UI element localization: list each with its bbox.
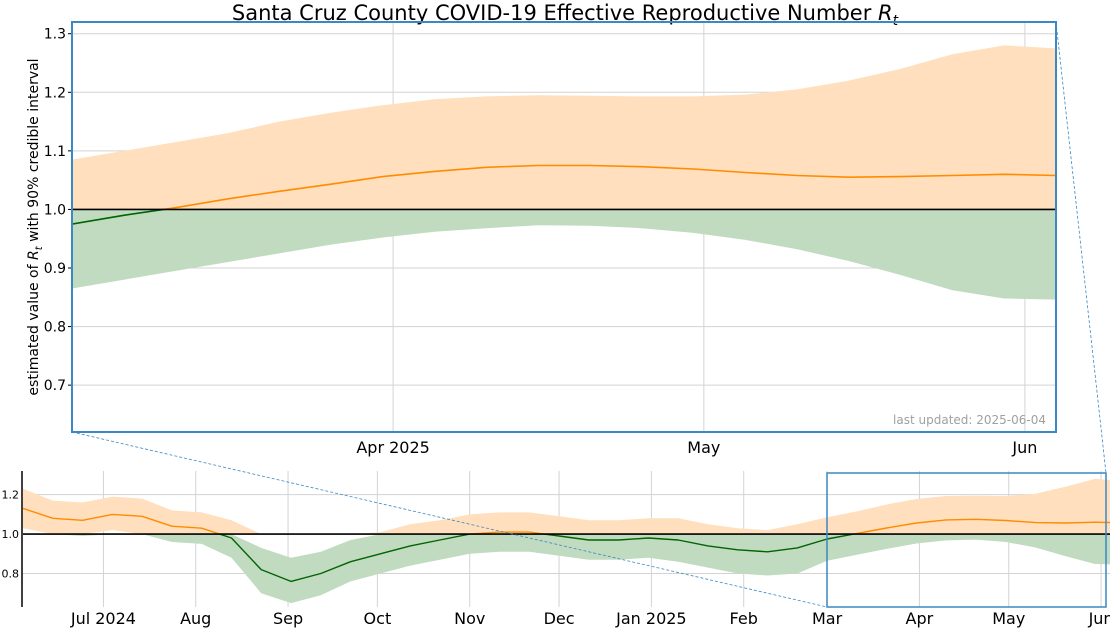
overview-x-tick-label: May [992, 609, 1025, 628]
main-x-tick-label: May [687, 438, 720, 457]
overview-x-tick-label: Jan 2025 [615, 609, 686, 628]
main-estimate-line-above [163, 164, 1056, 211]
main-y-tick-label: 1.3 [44, 27, 66, 43]
main-y-tick-label: 0.8 [44, 320, 66, 336]
overview-x-tick-label: Apr [906, 609, 934, 628]
zoom-connector-right [1055, 21, 1107, 474]
overview-x-tick-label: Mar [812, 609, 843, 628]
overview-estimate-line-below [219, 533, 470, 583]
zoom-connector-left [71, 431, 828, 608]
main-x-tick-label: Apr 2025 [356, 438, 429, 457]
overview-y-tick-label: 0.8 [2, 567, 20, 580]
last-updated-annotation: last updated: 2025-06-04 [893, 413, 1046, 427]
overview-estimate-line-above [23, 507, 220, 535]
overview-x-tick-label: Oct [364, 609, 392, 628]
main-y-tick-label: 1.1 [44, 144, 66, 160]
zoom-window-indicator [71, 21, 1107, 608]
overview-x-tick-label: Feb [730, 609, 758, 628]
main-y-tick-label: 1.0 [44, 202, 66, 218]
overview-x-tick-label: Nov [454, 609, 485, 628]
overview-estimate-line-above [853, 518, 1110, 535]
main-credible-band-above [72, 45, 1056, 210]
overview-credible-band-below [23, 534, 1110, 604]
zoom-window-rect [826, 472, 1107, 608]
main-y-tick-label: 0.7 [44, 378, 66, 394]
overview-x-tick-label: Jul 2024 [70, 609, 136, 628]
main-estimate-line-below [72, 208, 164, 225]
overview-x-tick-label: Dec [544, 609, 575, 628]
overview-axes: 0.8 1.0 1.2 Jul 2024 Aug Sep Oct Nov Dec Jan 2025… [2, 489, 1110, 628]
overview-x-tick-label: Sep [273, 609, 303, 628]
overview-plot-area [23, 478, 1110, 604]
overview-credible-band-above [23, 478, 1110, 535]
main-x-tick-label: Jun [1011, 438, 1037, 457]
main-axes: 0.7 0.8 0.9 1.0 1.1 1.2 1.3 Apr 2025 May Jun [44, 27, 1038, 457]
main-y-tick-label: 1.2 [44, 85, 66, 101]
overview-x-tick-label: Jun [1088, 609, 1110, 628]
overview-estimate-line-above [469, 531, 545, 535]
overview-x-tick-label: Aug [180, 609, 211, 628]
overview-y-tick-label: 1.2 [2, 489, 20, 502]
chart-title: Santa Cruz County COVID-19 Effective Rep… [232, 1, 899, 29]
main-credible-band-below [72, 209, 1056, 300]
main-y-tick-label: 0.9 [44, 261, 66, 277]
overview-estimate-line-below [544, 533, 854, 553]
y-axis-label: estimated value of Rt with 90% credible … [26, 58, 45, 395]
main-plot-area [72, 45, 1056, 300]
main-plot-frame [71, 21, 1057, 433]
overview-y-tick-label: 1.0 [2, 528, 20, 541]
